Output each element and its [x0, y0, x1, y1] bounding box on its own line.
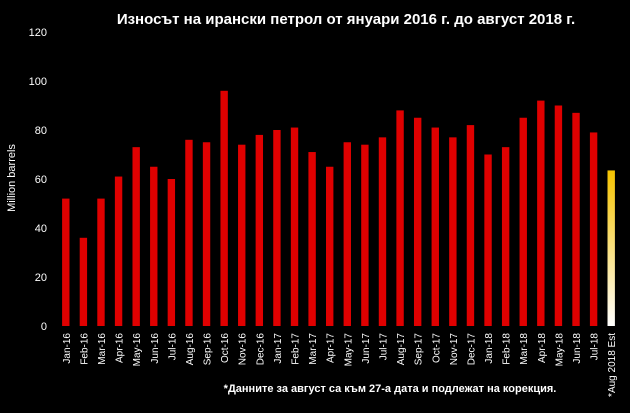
footnote: *Данните за август са към 27-а дата и по… [224, 383, 557, 395]
x-tick-label: Feb-16 [79, 333, 90, 365]
y-tick-label: 0 [41, 321, 47, 333]
bar [343, 142, 351, 326]
y-axis-ticks: 0 20 40 60 80 100 120 [29, 27, 47, 333]
bar [290, 127, 299, 326]
bar [202, 142, 211, 326]
bar [378, 137, 387, 326]
bar [185, 139, 193, 326]
x-tick-label: Jan-17 [273, 333, 284, 364]
bar [466, 125, 475, 326]
x-tick-label: Nov-17 [449, 333, 460, 366]
y-tick-label: 80 [35, 125, 47, 137]
bar [554, 105, 563, 326]
y-tick-label: 120 [29, 27, 47, 39]
x-tick-label: Aug-16 [185, 333, 196, 366]
bar [413, 117, 422, 326]
x-tick-label: Jun-17 [361, 333, 372, 364]
bar [167, 179, 176, 326]
bar [62, 198, 70, 326]
x-tick-label: *Aug 2018 Est [607, 333, 618, 397]
bar [308, 152, 316, 326]
bar [501, 147, 510, 326]
bar [537, 100, 545, 326]
bar-estimate [607, 170, 615, 326]
x-tick-label: Feb-18 [502, 333, 513, 365]
x-tick-label: Feb-17 [291, 333, 302, 365]
x-tick-label: Mar-17 [308, 333, 319, 365]
bar [589, 132, 598, 326]
bar [114, 176, 123, 326]
x-tick-label: Aug-17 [396, 333, 407, 366]
bar [361, 144, 369, 326]
y-tick-label: 40 [35, 223, 47, 235]
y-tick-label: 20 [35, 272, 47, 284]
bar [396, 110, 404, 327]
bar [431, 127, 439, 326]
bars-group [62, 90, 615, 327]
x-tick-label: May-16 [132, 333, 143, 367]
x-tick-label: Sep-17 [414, 333, 425, 366]
chart-title: Износът на ирански петрол от януари 2016… [117, 11, 575, 28]
bar [97, 198, 105, 326]
y-tick-label: 100 [29, 76, 47, 88]
x-tick-label: Jun-16 [150, 333, 161, 364]
x-tick-label: Dec-17 [466, 333, 477, 366]
bar [255, 134, 264, 326]
x-tick-label: Nov-16 [238, 333, 249, 366]
bar [484, 154, 492, 326]
x-tick-label: Oct-17 [431, 333, 442, 363]
x-tick-label: Apr-18 [537, 333, 548, 363]
bar [132, 147, 140, 326]
x-tick-label: May-18 [554, 333, 565, 367]
bar [238, 144, 246, 326]
y-tick-label: 60 [35, 174, 47, 186]
x-tick-label: Mar-16 [97, 333, 108, 365]
x-tick-label: Apr-16 [115, 333, 126, 363]
bar [79, 237, 88, 326]
x-tick-label: Jun-18 [572, 333, 583, 364]
bar [326, 166, 334, 326]
x-tick-label: May-17 [343, 333, 354, 367]
x-tick-label: Dec-16 [255, 333, 266, 366]
bar [572, 112, 580, 326]
x-tick-label: Jul-18 [590, 333, 601, 361]
bar [519, 117, 527, 326]
x-tick-label: Jan-18 [484, 333, 495, 364]
x-tick-label: Jul-16 [167, 333, 178, 361]
bar [273, 130, 281, 326]
x-tick-label: Mar-18 [519, 333, 530, 365]
x-tick-label: Sep-16 [203, 333, 214, 366]
x-tick-label: Apr-17 [326, 333, 337, 363]
x-tick-label: Jan-16 [62, 333, 73, 364]
x-tick-label: Oct-16 [220, 333, 231, 363]
x-tick-label: Jul-17 [378, 333, 389, 361]
bar [220, 90, 228, 326]
bar [150, 166, 158, 326]
x-axis-ticks: Jan-16 Feb-16 Mar-16 Apr-16 May-16 Jun-16 Jul-… [62, 333, 618, 397]
y-axis-label: Million barrels [6, 144, 18, 212]
bar [449, 137, 457, 326]
